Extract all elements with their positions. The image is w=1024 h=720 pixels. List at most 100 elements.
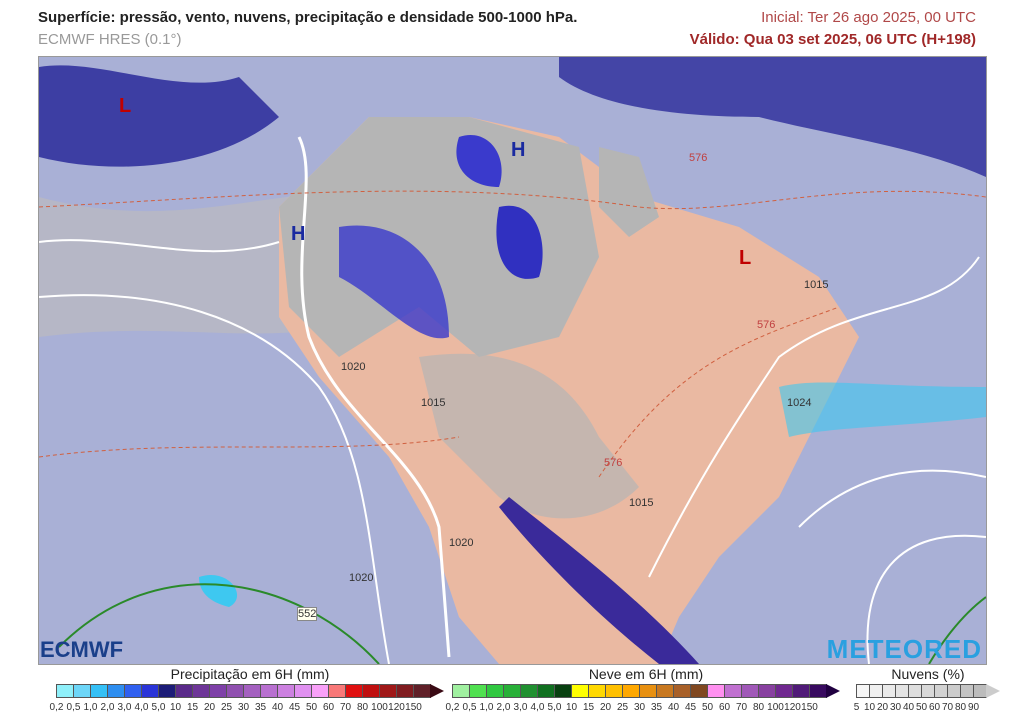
low-pressure-label: L — [739, 247, 752, 269]
color-swatch — [328, 683, 346, 698]
color-swatch — [73, 683, 91, 698]
color-swatch — [973, 683, 987, 698]
color-swatch — [934, 683, 948, 698]
color-swatch — [345, 683, 363, 698]
tick-label: 20 — [876, 702, 889, 713]
tick-label: 50 — [701, 702, 714, 713]
color-swatch — [243, 683, 261, 698]
precip-legend: Precipitação em 6H (mm) 0,2 0,5 1,0 2,0 3,0 4… — [50, 666, 444, 713]
color-swatch — [175, 683, 193, 698]
clouds-ticks: 5 10 20 30 40 50 60 70 80 90 — [850, 702, 1000, 713]
clouds-legend: Nuvens (%) 5 10 20 30 40 50 60 70 80 90 — [854, 666, 1000, 713]
precip-ticks: 0,2 0,5 1,0 2,0 3,0 4,0 5,0 10 15 20 25 30 35 40 45 50 6… — [48, 702, 444, 713]
initial-time: Inicial: Ter 26 ago 2025, 00 UTC — [761, 9, 976, 26]
snow-legend-title: Neve em 6H (mm) — [588, 666, 704, 682]
high-pressure-label: H — [291, 223, 306, 245]
clouds-legend-title: Nuvens (%) — [891, 666, 965, 682]
tick-label: 60 — [322, 702, 335, 713]
tick-label: 20 — [203, 702, 216, 713]
color-swatch — [724, 683, 742, 698]
valid-time: Válido: Qua 03 set 2025, 06 UTC (H+198) — [689, 31, 976, 48]
tick-label: 90 — [967, 702, 980, 713]
color-swatch — [775, 683, 793, 698]
color-swatch — [107, 683, 125, 698]
color-swatch — [362, 683, 380, 698]
tick-label: 5 — [853, 702, 860, 713]
tick-label: 5,0 — [547, 702, 562, 713]
precip-colorbar — [56, 683, 444, 698]
color-swatch — [741, 683, 759, 698]
tick-label: 4,0 — [530, 702, 545, 713]
thickness-label: 576 — [604, 457, 623, 469]
map-title: Superfície: pressão, vento, nuvens, prec… — [38, 9, 578, 26]
color-swatch — [56, 683, 74, 698]
color-swatch — [396, 683, 414, 698]
tick-label: 100 — [371, 702, 388, 713]
color-swatch — [209, 683, 227, 698]
overflow-arrow-icon — [826, 683, 840, 698]
color-swatch — [141, 683, 159, 698]
color-swatch — [639, 683, 657, 698]
color-swatch — [537, 683, 555, 698]
color-swatch — [869, 683, 883, 698]
color-swatch — [707, 683, 725, 698]
color-swatch — [690, 683, 708, 698]
tick-label: 40 — [902, 702, 915, 713]
isobar-label: 1020 — [341, 361, 366, 373]
tick-label: 10 — [565, 702, 578, 713]
map-canvas — [39, 57, 986, 664]
tick-label: 30 — [237, 702, 250, 713]
tick-label: 30 — [633, 702, 646, 713]
ecmwf-logo: ECMWF — [40, 637, 124, 662]
color-swatch — [520, 683, 538, 698]
color-swatch — [226, 683, 244, 698]
tick-label: 80 — [356, 702, 369, 713]
color-swatch — [469, 683, 487, 698]
color-swatch — [960, 683, 974, 698]
isobar-label: 1015 — [421, 397, 446, 409]
color-swatch — [622, 683, 640, 698]
color-swatch — [486, 683, 504, 698]
snow-legend: Neve em 6H (mm) 0,2 0,5 1,0 2,0 3,0 4,0 5,0 10 1… — [446, 666, 840, 713]
color-swatch — [856, 683, 870, 698]
color-swatch — [413, 683, 431, 698]
weather-map[interactable]: L H H L 1015 1020 1024 1015 1020 1020 10… — [38, 56, 987, 665]
tick-label: 10 — [169, 702, 182, 713]
tick-label: 120 — [784, 702, 801, 713]
thickness-label: 552 — [297, 607, 318, 621]
model-name: ECMWF HRES (0.1°) — [38, 31, 182, 48]
tick-label: 80 — [752, 702, 765, 713]
meteored-logo: METEORED — [826, 634, 982, 664]
color-swatch — [124, 683, 142, 698]
color-swatch — [792, 683, 810, 698]
tick-label: 25 — [220, 702, 233, 713]
color-swatch — [809, 683, 827, 698]
tick-label: 3,0 — [513, 702, 528, 713]
overflow-arrow-icon — [986, 683, 1000, 698]
tick-label: 30 — [889, 702, 902, 713]
tick-label: 60 — [718, 702, 731, 713]
color-swatch — [895, 683, 909, 698]
tick-label: 60 — [928, 702, 941, 713]
tick-label: 1,0 — [479, 702, 494, 713]
snow-colorbar — [452, 683, 840, 698]
color-swatch — [588, 683, 606, 698]
tick-label: 1,0 — [83, 702, 98, 713]
color-swatch — [503, 683, 521, 698]
color-swatch — [908, 683, 922, 698]
isobar-label: 1020 — [349, 572, 374, 584]
isobar-label: 1020 — [449, 537, 474, 549]
isobar-label: 1024 — [787, 397, 812, 409]
snow-ticks: 0,2 0,5 1,0 2,0 3,0 4,0 5,0 10 15 20 25 30 35 40 45 50 6… — [444, 702, 840, 713]
tick-label: 40 — [667, 702, 680, 713]
color-swatch — [90, 683, 108, 698]
tick-label: 50 — [305, 702, 318, 713]
color-swatch — [947, 683, 961, 698]
high-pressure-label: H — [511, 139, 526, 161]
color-swatch — [294, 683, 312, 698]
tick-label: 0,5 — [462, 702, 477, 713]
color-swatch — [673, 683, 691, 698]
color-swatch — [758, 683, 776, 698]
color-swatch — [921, 683, 935, 698]
color-swatch — [192, 683, 210, 698]
